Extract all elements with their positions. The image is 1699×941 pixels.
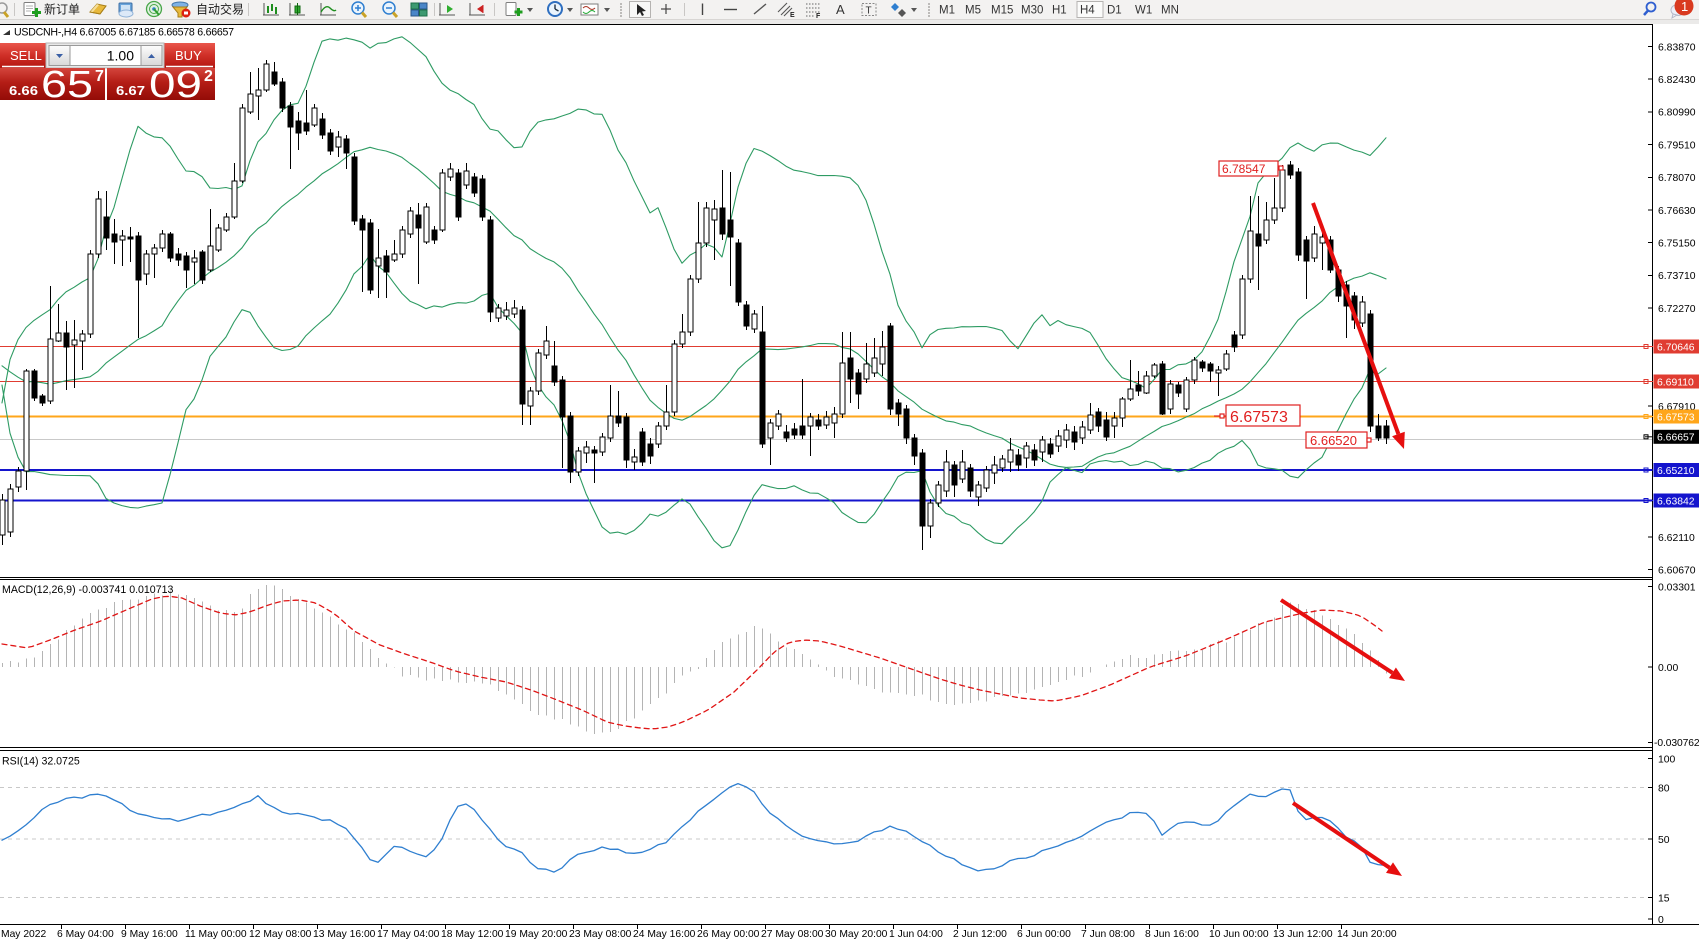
svg-text:6.75150: 6.75150 bbox=[1658, 239, 1696, 250]
svg-text:M15: M15 bbox=[991, 5, 1013, 17]
svg-text:6.80990: 6.80990 bbox=[1658, 108, 1696, 119]
svg-text:0.03301: 0.03301 bbox=[1658, 582, 1696, 593]
svg-text:18 May 12:00: 18 May 12:00 bbox=[441, 929, 504, 940]
svg-text:T: T bbox=[866, 6, 872, 17]
svg-text:19 May 20:00: 19 May 20:00 bbox=[505, 929, 568, 940]
svg-text:May 2022: May 2022 bbox=[1, 929, 46, 940]
svg-text:2: 2 bbox=[204, 68, 213, 85]
svg-text:6.67910: 6.67910 bbox=[1658, 402, 1696, 413]
svg-text:09: 09 bbox=[149, 64, 202, 106]
svg-text:6.60670: 6.60670 bbox=[1658, 566, 1696, 577]
svg-text:M1: M1 bbox=[939, 5, 955, 17]
svg-text:A: A bbox=[836, 2, 845, 17]
svg-text:MACD(12,26,9) -0.003741 0.0107: MACD(12,26,9) -0.003741 0.010713 bbox=[2, 584, 173, 596]
svg-text:1.00: 1.00 bbox=[107, 48, 134, 64]
svg-text:80: 80 bbox=[1658, 783, 1670, 794]
svg-text:H1: H1 bbox=[1052, 5, 1067, 17]
svg-text:50: 50 bbox=[1658, 835, 1670, 846]
svg-text:6 Jun 00:00: 6 Jun 00:00 bbox=[1017, 929, 1071, 940]
svg-text:7 Jun 08:00: 7 Jun 08:00 bbox=[1081, 929, 1135, 940]
svg-text:6.79510: 6.79510 bbox=[1658, 140, 1696, 151]
svg-text:9 May 16:00: 9 May 16:00 bbox=[121, 929, 178, 940]
svg-text:6.67573: 6.67573 bbox=[1657, 412, 1695, 423]
svg-text:-0.030762: -0.030762 bbox=[1654, 738, 1699, 749]
svg-text:W1: W1 bbox=[1135, 5, 1152, 17]
svg-text:6.65210: 6.65210 bbox=[1657, 466, 1695, 477]
svg-text:6.67573: 6.67573 bbox=[1230, 409, 1288, 426]
svg-text:6.63842: 6.63842 bbox=[1657, 496, 1695, 507]
svg-text:SELL: SELL bbox=[10, 48, 42, 63]
svg-text:15: 15 bbox=[1658, 893, 1670, 904]
svg-text:13 Jun 12:00: 13 Jun 12:00 bbox=[1273, 929, 1333, 940]
svg-text:6.62110: 6.62110 bbox=[1658, 533, 1695, 544]
svg-text:新订单: 新订单 bbox=[44, 2, 80, 17]
svg-text:6.82430: 6.82430 bbox=[1658, 75, 1696, 86]
svg-text:6.70646: 6.70646 bbox=[1657, 342, 1695, 353]
svg-text:D1: D1 bbox=[1107, 5, 1122, 17]
svg-text:6.69110: 6.69110 bbox=[1657, 377, 1694, 388]
svg-text:6 May 04:00: 6 May 04:00 bbox=[57, 929, 114, 940]
svg-text:0: 0 bbox=[1658, 915, 1664, 926]
svg-text:23 May 08:00: 23 May 08:00 bbox=[569, 929, 632, 940]
svg-text:1: 1 bbox=[1681, 0, 1688, 14]
svg-text:6.83870: 6.83870 bbox=[1658, 42, 1696, 53]
svg-text:MN: MN bbox=[1161, 5, 1179, 17]
svg-text:24 May 16:00: 24 May 16:00 bbox=[633, 929, 696, 940]
svg-text:65: 65 bbox=[41, 64, 93, 106]
svg-text:6.73710: 6.73710 bbox=[1658, 271, 1696, 282]
svg-text:USDCNH-,H4 6.67005 6.67185 6.: USDCNH-,H4 6.67005 6.67185 6.66578 6.666… bbox=[14, 27, 234, 39]
svg-text:10 Jun 00:00: 10 Jun 00:00 bbox=[1209, 929, 1269, 940]
svg-text:6.66520: 6.66520 bbox=[1310, 433, 1357, 448]
svg-text:F: F bbox=[816, 13, 821, 20]
svg-text:6.67: 6.67 bbox=[116, 83, 145, 98]
svg-text:30 May 20:00: 30 May 20:00 bbox=[825, 929, 888, 940]
svg-text:11 May 00:00: 11 May 00:00 bbox=[185, 929, 247, 940]
svg-text:H4: H4 bbox=[1080, 5, 1095, 17]
svg-text:0.00: 0.00 bbox=[1658, 663, 1678, 674]
svg-text:26 May 00:00: 26 May 00:00 bbox=[697, 929, 760, 940]
svg-text:BUY: BUY bbox=[175, 48, 202, 63]
svg-text:E: E bbox=[790, 12, 795, 19]
svg-text:M5: M5 bbox=[965, 5, 981, 17]
svg-text:6.76630: 6.76630 bbox=[1658, 206, 1696, 217]
svg-text:6.78070: 6.78070 bbox=[1658, 173, 1696, 184]
svg-text:RSI(14) 32.0725: RSI(14) 32.0725 bbox=[2, 756, 80, 768]
svg-text:1 Jun 04:00: 1 Jun 04:00 bbox=[889, 929, 943, 940]
svg-text:8 Jun 16:00: 8 Jun 16:00 bbox=[1145, 929, 1199, 940]
svg-text:27 May 08:00: 27 May 08:00 bbox=[761, 929, 824, 940]
svg-text:6.72270: 6.72270 bbox=[1658, 304, 1696, 315]
svg-text:M30: M30 bbox=[1021, 5, 1043, 17]
svg-text:6.66: 6.66 bbox=[9, 83, 38, 98]
svg-text:7: 7 bbox=[95, 68, 104, 85]
svg-text:自动交易: 自动交易 bbox=[196, 2, 244, 17]
svg-text:12 May 08:00: 12 May 08:00 bbox=[249, 929, 312, 940]
svg-text:14 Jun 20:00: 14 Jun 20:00 bbox=[1337, 929, 1397, 940]
svg-text:6.66657: 6.66657 bbox=[1657, 433, 1695, 444]
svg-text:6.78547: 6.78547 bbox=[1222, 162, 1266, 176]
svg-text:13 May 16:00: 13 May 16:00 bbox=[313, 929, 376, 940]
svg-text:100: 100 bbox=[1658, 755, 1676, 766]
svg-text:17 May 04:00: 17 May 04:00 bbox=[377, 929, 440, 940]
svg-text:2 Jun 12:00: 2 Jun 12:00 bbox=[953, 929, 1007, 940]
